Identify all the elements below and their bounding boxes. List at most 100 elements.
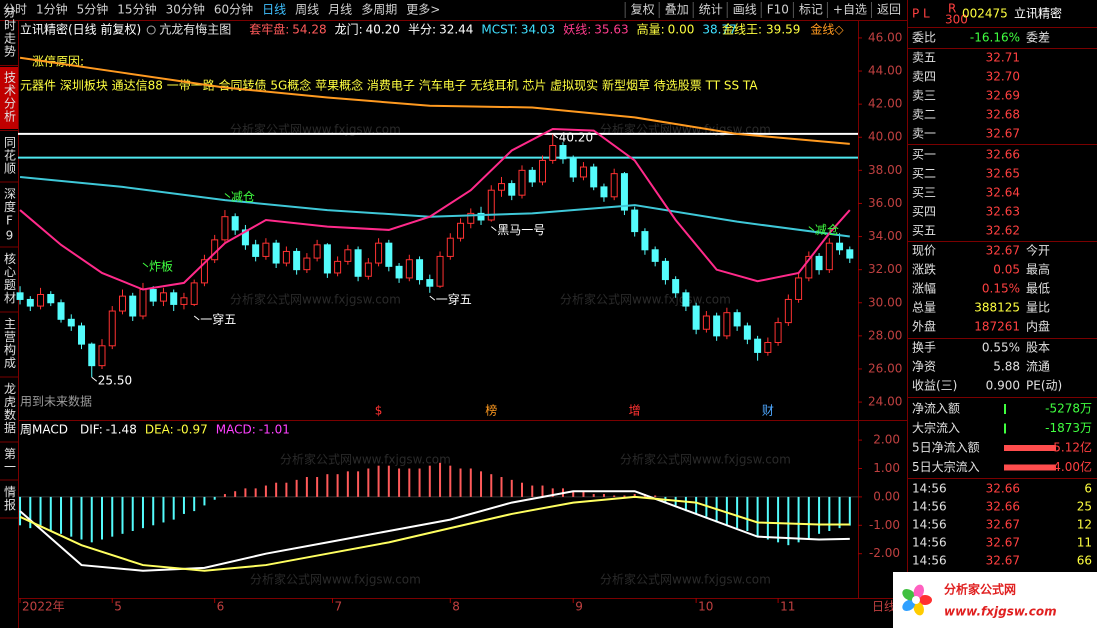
tick-time: 14:56: [912, 518, 947, 532]
indicator-line: [19, 490, 850, 572]
toolbar-button[interactable]: 返回: [877, 3, 901, 17]
indicator-line: [19, 127, 851, 291]
flow-value: 5.12亿: [1053, 440, 1092, 455]
toolbar-button[interactable]: 叠加: [665, 3, 689, 17]
candle-body: [846, 249, 854, 259]
candle-body: [385, 242, 393, 267]
period-label: 日线: [872, 600, 896, 614]
quote-label: 买五: [912, 224, 936, 238]
candle-body: [190, 282, 198, 305]
header-text: 35.63: [594, 23, 628, 37]
flow-label: 大宗流入: [912, 420, 960, 435]
toolbar-tab[interactable]: 60分钟: [214, 2, 253, 17]
candle-body: [67, 318, 75, 327]
annotation-pointer: [552, 133, 559, 139]
annotation: 黑马一号: [497, 223, 545, 237]
annotation: 炸板: [149, 260, 173, 274]
header-text: 套牢盘:: [249, 22, 289, 37]
toolbar-button[interactable]: 标记: [799, 3, 823, 17]
sidebar-tab[interactable]: 同花顺: [3, 136, 17, 175]
candle-body: [364, 262, 372, 277]
sidebar-tab[interactable]: 第一: [3, 447, 17, 473]
candle-body: [815, 255, 823, 271]
flow-bar: [1004, 404, 1006, 414]
toolbar-tab[interactable]: 15分钟: [117, 2, 156, 17]
candle-body: [754, 338, 762, 353]
candle-body: [57, 302, 65, 320]
toolbar-button[interactable]: 统计: [699, 3, 723, 17]
toolbar-tab[interactable]: 1分钟: [36, 2, 68, 17]
candle-body: [610, 173, 618, 198]
quote-label: 外盘: [912, 319, 936, 334]
quote-label: 委差: [1026, 31, 1050, 45]
annotation-pointer: [91, 376, 98, 382]
candle-body: [108, 310, 116, 347]
annotation-pointer: [193, 315, 200, 321]
quote-label: 卖三: [912, 89, 936, 103]
event-marker[interactable]: $: [375, 404, 383, 418]
indicator-line: [19, 495, 850, 572]
tick-price: 32.67: [986, 536, 1020, 550]
tick-price: 32.66: [986, 482, 1020, 496]
toolbar-tab[interactable]: 多周期: [361, 3, 397, 17]
header-text: 38.77: [702, 23, 736, 37]
quote-label: 卖四: [912, 70, 936, 84]
candle-body: [733, 312, 741, 327]
sidebar-tab[interactable]: 技术分析: [3, 71, 17, 123]
toolbar-tab[interactable]: 月线: [328, 3, 352, 17]
quote-value: 0.05: [993, 263, 1020, 277]
quote-label: 今开: [1026, 243, 1050, 258]
candle-body: [467, 212, 475, 224]
toolbar-tab[interactable]: 更多>: [406, 3, 440, 17]
x-tick-label: 11: [780, 600, 795, 614]
quote-value: 32.70: [986, 70, 1020, 84]
quote-label: 卖二: [912, 108, 936, 122]
event-marker[interactable]: 榜: [485, 403, 497, 418]
candle-body: [436, 255, 444, 287]
candle-body: [723, 312, 731, 337]
tick-time: 14:56: [912, 554, 947, 568]
annotation: 40.20: [559, 130, 593, 144]
flow-bar: [1004, 464, 1056, 471]
sidebar-tab[interactable]: 深度F9: [3, 187, 17, 243]
watermark: 分析家公式网www.fxjgsw.com: [280, 452, 451, 467]
quote-value: 32.62: [986, 224, 1020, 238]
event-marker[interactable]: 增: [629, 404, 641, 418]
header-text: 半分:: [408, 23, 436, 37]
quote-name: 立讯精密: [1014, 6, 1062, 21]
sidebar-tab[interactable]: 分时走势: [3, 6, 17, 58]
candle-body: [416, 259, 424, 281]
toolbar-tab[interactable]: 周线: [295, 3, 319, 17]
candle-body: [692, 305, 700, 330]
toolbar-tab[interactable]: 5分钟: [77, 2, 109, 17]
candle-body: [600, 186, 608, 198]
quote-label: 股本: [1026, 341, 1050, 355]
y-tick-label: 40.00: [868, 130, 902, 144]
candle-body: [200, 259, 208, 284]
toolbar-tab[interactable]: 分时: [3, 3, 27, 17]
candle-body: [590, 166, 598, 188]
sidebar-tab[interactable]: 龙虎数据: [3, 382, 17, 434]
quote-value: 32.69: [986, 89, 1020, 103]
toolbar-button[interactable]: +自选: [833, 3, 867, 17]
toolbar-button[interactable]: 复权: [631, 3, 655, 17]
quote-label: 卖五: [912, 51, 936, 65]
candle-body: [344, 249, 352, 262]
candle-body: [354, 249, 362, 277]
event-marker[interactable]: 财: [762, 404, 774, 418]
quote-label: 买二: [912, 167, 936, 181]
quote-label: 涨幅: [912, 281, 936, 296]
toolbar-button[interactable]: 画线: [733, 3, 757, 17]
toolbar-button[interactable]: F10: [767, 3, 789, 17]
watermark: 分析家公式网www.fxjgsw.com: [230, 122, 401, 137]
sidebar-tab[interactable]: 情报: [3, 485, 17, 511]
candle-body: [334, 260, 342, 274]
toolbar-tab[interactable]: 日线: [262, 3, 286, 17]
candle-body: [702, 315, 710, 330]
sidebar-tab[interactable]: 核心题材: [3, 252, 17, 304]
sidebar-tab[interactable]: 主营构成: [3, 317, 17, 369]
x-tick-label: 6: [217, 600, 225, 614]
toolbar-tab[interactable]: 30分钟: [166, 2, 205, 17]
